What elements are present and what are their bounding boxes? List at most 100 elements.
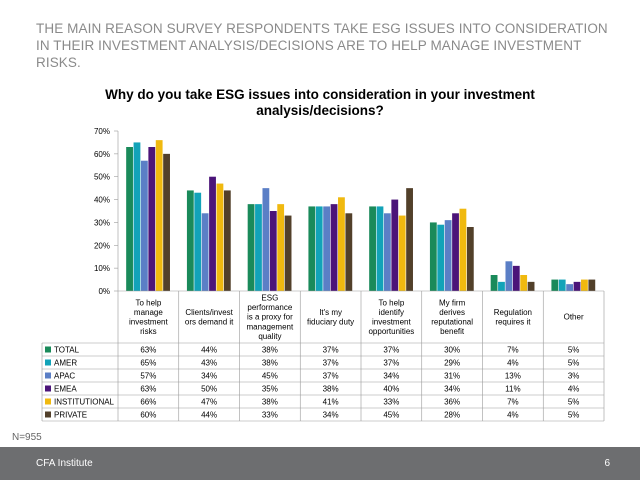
- data-label: 28%: [444, 411, 460, 420]
- category-label: To help identify investment opportunities: [368, 298, 414, 336]
- bar-apac: [140, 160, 148, 291]
- bar-amer: [376, 206, 384, 291]
- bar-institutional: [338, 197, 345, 291]
- data-label: 4%: [568, 385, 580, 394]
- category-label: Other: [564, 313, 584, 322]
- data-label: 34%: [323, 411, 339, 420]
- data-label: 40%: [383, 385, 399, 394]
- bar-emea: [269, 211, 277, 291]
- data-label: 50%: [201, 385, 217, 394]
- bar-amer: [194, 192, 202, 291]
- bar-private: [406, 188, 413, 291]
- bar-total: [490, 275, 498, 291]
- data-label: 38%: [323, 385, 339, 394]
- bar-amer: [498, 281, 505, 291]
- bar-institutional: [398, 215, 406, 291]
- page-number: 6: [604, 458, 610, 469]
- data-label: 45%: [262, 372, 278, 381]
- data-label: 37%: [323, 372, 339, 381]
- data-label: 33%: [262, 411, 278, 420]
- chart-title: Why do you take ESG issues into consider…: [105, 87, 535, 118]
- bar-apac: [566, 284, 574, 291]
- data-label: 66%: [140, 398, 156, 407]
- esg-reasons-chart: 0% 10% 20% 30% 40% 50% 60% 70% To help manage inve…: [41, 127, 605, 422]
- data-label: 3%: [568, 372, 580, 381]
- bar-emea: [391, 199, 399, 291]
- bar-total: [551, 279, 559, 291]
- bar-amer: [255, 204, 262, 291]
- data-label: 41%: [323, 398, 339, 407]
- legend-key-private: [45, 411, 51, 418]
- y-tick-label: 20%: [94, 241, 110, 250]
- bar-amer: [133, 142, 141, 291]
- data-label: 7%: [507, 346, 519, 355]
- bar-apac: [444, 220, 452, 291]
- data-label: 34%: [201, 372, 217, 381]
- data-label: 13%: [505, 372, 521, 381]
- legend-key-amer: [45, 359, 51, 366]
- bar-private: [163, 153, 170, 291]
- data-label: 5%: [568, 359, 580, 368]
- data-label: 5%: [568, 398, 580, 407]
- bar-total: [369, 206, 376, 291]
- bar-apac: [262, 188, 270, 291]
- bar-apac: [323, 206, 331, 291]
- bar-institutional: [459, 208, 467, 291]
- data-label: 4%: [507, 359, 519, 368]
- legend-label: EMEA: [54, 385, 77, 394]
- bar-emea: [512, 265, 520, 291]
- data-label: 5%: [568, 411, 580, 420]
- category-label: To help manage investment risks: [129, 298, 168, 336]
- legend-key-total: [45, 346, 51, 353]
- bar-emea: [452, 213, 459, 291]
- data-label: 34%: [383, 372, 399, 381]
- legend-label: APAC: [54, 372, 75, 381]
- legend-key-institutional: [45, 398, 51, 405]
- data-label: 63%: [140, 385, 156, 394]
- category-label: It's my fiduciary duty: [307, 308, 354, 327]
- bar-total: [186, 190, 194, 291]
- legend-label: TOTAL: [54, 346, 80, 355]
- bar-apac: [383, 213, 391, 291]
- data-label: 37%: [323, 346, 339, 355]
- data-label: 63%: [140, 346, 156, 355]
- bar-amer: [558, 279, 566, 291]
- y-tick-label: 60%: [94, 150, 110, 159]
- footer-bar: CFA Institute 6: [0, 447, 640, 480]
- bar-amer: [315, 206, 323, 291]
- bar-total: [126, 147, 133, 291]
- data-label: 30%: [444, 346, 460, 355]
- data-label: 65%: [140, 359, 156, 368]
- footer-org: CFA Institute: [36, 458, 93, 469]
- category-label: My firm derives reputational benefit: [431, 298, 473, 336]
- data-label: 35%: [262, 385, 278, 394]
- y-tick-label: 10%: [94, 264, 110, 273]
- data-label: 45%: [383, 411, 399, 420]
- data-label: 31%: [444, 372, 460, 381]
- data-label: 37%: [383, 346, 399, 355]
- bar-apac: [201, 213, 209, 291]
- data-label: 37%: [323, 359, 339, 368]
- data-label: 11%: [505, 385, 520, 394]
- y-tick-label: 50%: [94, 173, 110, 182]
- data-label: 44%: [201, 411, 217, 420]
- bar-total: [308, 206, 316, 291]
- data-label: 38%: [262, 346, 278, 355]
- bar-total: [429, 222, 437, 291]
- bar-amer: [437, 224, 445, 291]
- bar-institutional: [216, 183, 224, 291]
- data-label: 38%: [262, 398, 278, 407]
- y-tick-label: 0%: [98, 287, 110, 296]
- data-label: 34%: [444, 385, 460, 394]
- data-label: 57%: [140, 372, 156, 381]
- bar-emea: [209, 176, 216, 291]
- category-label: Regulation requires it: [494, 308, 532, 327]
- bar-private: [223, 190, 231, 291]
- data-label: 43%: [201, 359, 217, 368]
- bar-private: [345, 213, 353, 291]
- data-label: 60%: [140, 411, 156, 420]
- y-tick-label: 30%: [94, 218, 110, 227]
- bar-emea: [148, 147, 156, 291]
- data-label: 33%: [383, 398, 399, 407]
- data-label: 7%: [507, 398, 519, 407]
